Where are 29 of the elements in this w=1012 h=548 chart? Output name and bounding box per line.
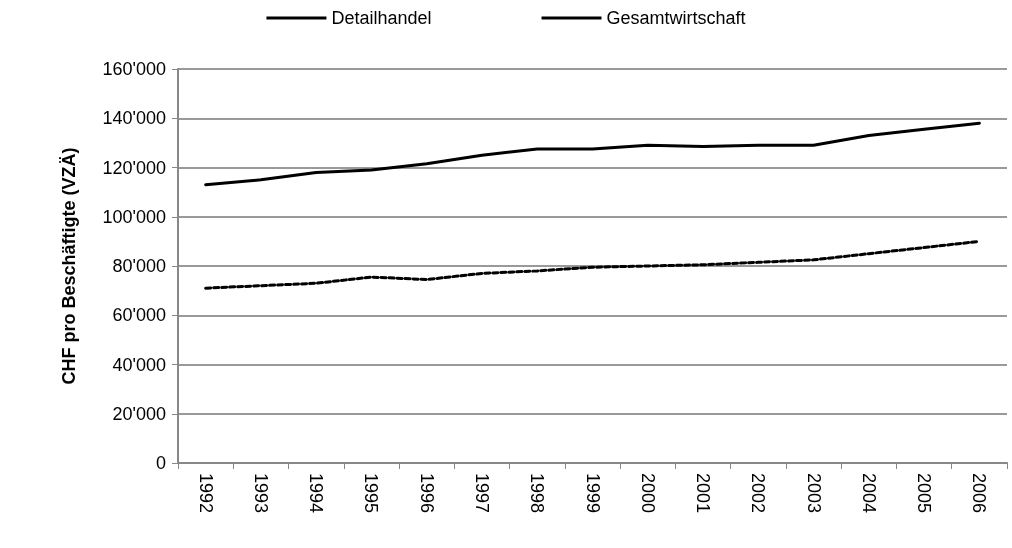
x-tick-label: 2002 xyxy=(748,473,769,514)
y-tick-label: 120'000 xyxy=(102,157,166,178)
x-tick-label: 2000 xyxy=(637,473,658,514)
y-tick-label: 160'000 xyxy=(102,59,166,79)
y-tick-label: 40'000 xyxy=(112,354,166,375)
line-series xyxy=(204,121,981,187)
y-tick-label: 140'000 xyxy=(102,108,166,129)
x-tick-label: 1998 xyxy=(527,473,548,514)
y-tick-label: 20'000 xyxy=(112,403,166,424)
x-tick-label: 2006 xyxy=(969,473,990,514)
x-tick-label: 2003 xyxy=(803,473,824,514)
x-tick-label: 1994 xyxy=(306,473,327,514)
y-tick-label: 60'000 xyxy=(112,305,166,326)
x-tick-label: 2005 xyxy=(914,473,935,514)
x-tick-label: 1995 xyxy=(361,473,382,514)
y-tick-label: 80'000 xyxy=(112,256,166,276)
y-axis-title: CHF pro Beschäftigte (VZÄ) xyxy=(59,147,79,385)
x-tick-label: 1993 xyxy=(250,473,271,514)
y-tick-label: 100'000 xyxy=(102,206,166,227)
x-tick-label: 2001 xyxy=(693,473,714,514)
line-series xyxy=(204,239,981,290)
x-tick-label: 2004 xyxy=(858,473,879,514)
x-tick-label: 1997 xyxy=(471,473,492,514)
x-tick-label: 1996 xyxy=(416,473,437,514)
legend-label: Detailhandel xyxy=(331,8,432,28)
y-tick-label: 0 xyxy=(155,453,166,473)
legend-label: Gesamtwirtschaft xyxy=(606,8,746,28)
x-tick-label: 1992 xyxy=(195,473,216,514)
x-tick-label: 1999 xyxy=(582,473,603,514)
